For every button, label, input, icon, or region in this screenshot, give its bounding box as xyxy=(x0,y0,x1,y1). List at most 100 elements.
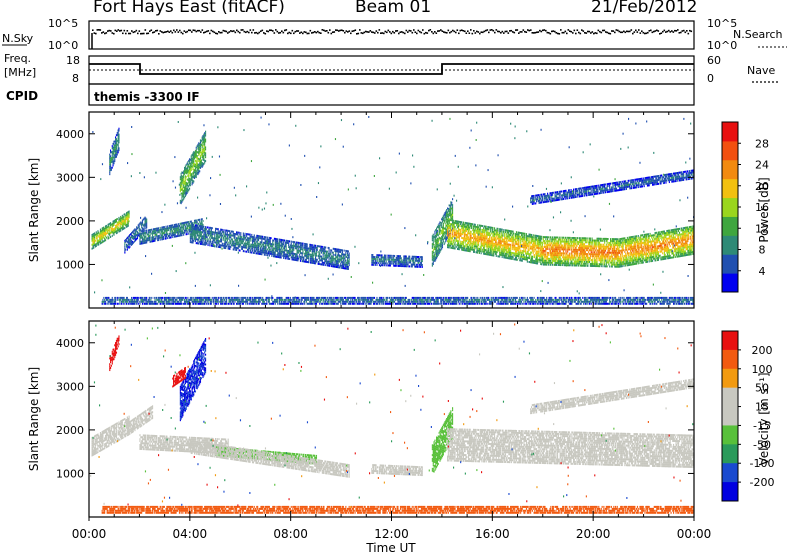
scatter-cell xyxy=(485,237,487,240)
scatter-cell xyxy=(155,233,157,236)
scatter-cell xyxy=(436,243,439,246)
nsky-point xyxy=(485,29,487,32)
scatter-cell xyxy=(437,242,439,245)
scatter-cell xyxy=(238,233,240,236)
scatter-cell xyxy=(451,229,453,232)
scatter-cell xyxy=(415,259,418,262)
scatter-cell xyxy=(299,253,301,256)
scatter-cell xyxy=(182,228,184,231)
scatter-cell xyxy=(445,228,447,231)
scatter-cell xyxy=(384,262,386,265)
scatter-cell xyxy=(324,262,326,264)
scatter-cell xyxy=(451,239,453,242)
scatter-cell xyxy=(201,231,203,234)
scatter-cell xyxy=(471,223,473,226)
scatter-cell xyxy=(536,244,539,247)
scatter-cell xyxy=(462,227,465,230)
scatter-cell xyxy=(324,250,326,253)
scatter-cell xyxy=(189,174,191,177)
scatter-cell xyxy=(528,261,530,263)
scatter-cell xyxy=(194,163,197,166)
scatter-cell xyxy=(136,237,139,240)
scatter-cell xyxy=(111,156,113,159)
scatter-cell xyxy=(101,233,103,236)
scatter-cell xyxy=(276,253,278,256)
scatter-cell xyxy=(265,240,267,243)
scatter-cell xyxy=(371,261,373,264)
scatter-cell xyxy=(96,236,98,239)
scatter-cell xyxy=(93,234,95,237)
scatter-cell xyxy=(319,257,321,260)
scatter-cell xyxy=(371,259,373,262)
scatter-cell xyxy=(204,136,206,139)
scatter-cell xyxy=(105,228,107,231)
scatter-cell xyxy=(258,245,260,247)
scatter-cell xyxy=(468,232,470,235)
scatter-cell xyxy=(540,251,542,254)
scatter-cell xyxy=(336,264,339,267)
scatter-cell xyxy=(470,246,472,249)
scatter-cell xyxy=(202,135,204,138)
nsky-point xyxy=(324,30,327,32)
scatter-cell xyxy=(522,246,524,249)
scatter-cell xyxy=(373,256,375,258)
scatter-cell xyxy=(457,236,460,239)
scatter-cell xyxy=(213,231,215,234)
scatter-cell xyxy=(284,241,286,244)
scatter-cell xyxy=(452,219,454,222)
scatter-cell xyxy=(486,233,488,236)
scatter-cell xyxy=(388,254,390,257)
scatter-cell xyxy=(377,260,379,263)
scatter-cell xyxy=(183,172,185,175)
scatter-cell xyxy=(314,248,316,251)
scatter-cell xyxy=(508,247,510,250)
scatter-cell xyxy=(279,250,281,253)
scatter-cell xyxy=(185,233,187,236)
scatter-cell xyxy=(256,234,258,237)
scatter-cell xyxy=(173,235,176,238)
nsky-point xyxy=(201,29,204,31)
scatter-cell xyxy=(516,254,518,257)
scatter-cell xyxy=(274,243,276,246)
nsky-point xyxy=(533,32,535,34)
scatter-cell xyxy=(246,244,248,247)
scatter-cell xyxy=(205,154,207,157)
scatter-cell xyxy=(280,250,282,253)
scatter-cell xyxy=(524,232,526,235)
scatter-cell xyxy=(305,249,307,251)
scatter-cell xyxy=(347,258,349,261)
nsky-point xyxy=(137,32,139,35)
scatter-cell xyxy=(316,258,318,261)
scatter-cell xyxy=(442,238,444,241)
scatter-cell xyxy=(226,237,228,240)
scatter-cell xyxy=(321,257,323,260)
scatter-cell xyxy=(215,231,217,234)
scatter-cell xyxy=(251,247,253,250)
scatter-cell xyxy=(347,266,349,268)
scatter-cell xyxy=(257,242,260,245)
scatter-cell xyxy=(192,158,194,161)
scatter-cell xyxy=(438,224,440,227)
scatter-cell xyxy=(447,219,449,222)
scatter-cell xyxy=(299,242,302,245)
scatter-cell xyxy=(187,163,189,166)
scatter-cell xyxy=(149,229,151,231)
scatter-cell xyxy=(488,239,490,242)
scatter-cell xyxy=(200,235,202,238)
scatter-cell xyxy=(299,259,302,262)
scatter-cell xyxy=(478,224,481,227)
nsky-point xyxy=(509,30,511,32)
scatter-cell xyxy=(144,220,146,223)
scatter-cell xyxy=(188,165,190,168)
scatter-cell xyxy=(475,239,477,242)
scatter-cell xyxy=(212,239,214,242)
scatter-cell xyxy=(198,226,200,229)
scatter-cell xyxy=(449,212,451,215)
nsky-point xyxy=(383,32,385,35)
scatter-cell xyxy=(481,232,483,235)
scatter-cell xyxy=(505,245,507,248)
scatter-cell xyxy=(307,247,309,250)
scatter-cell xyxy=(114,150,116,153)
scatter-cell xyxy=(100,241,102,244)
scatter-cell xyxy=(506,241,508,244)
